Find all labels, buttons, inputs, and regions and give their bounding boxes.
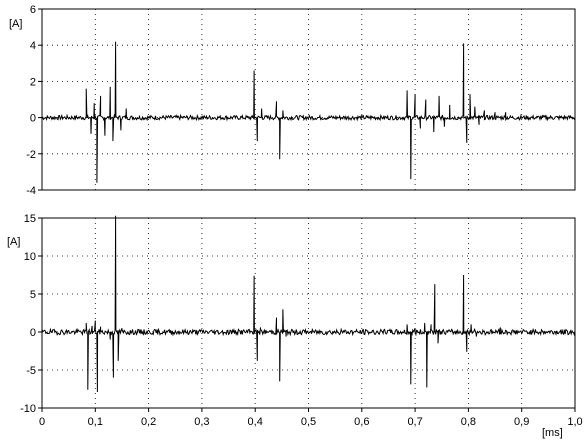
- bottom-x-tick-label: 1,0: [567, 416, 582, 428]
- x-axis-unit: [ms]: [542, 427, 563, 439]
- top-y-ticks: -4 -2 0 2 4 6: [26, 4, 42, 197]
- bottom-x-tick-label: 0,7: [407, 416, 422, 428]
- bottom-x-tick-label: 0,3: [194, 416, 209, 428]
- bottom-x-tick-label: 0,1: [88, 416, 103, 428]
- top-current-trace: [41, 41, 576, 183]
- top-y-tick-label: 6: [30, 4, 36, 16]
- top-y-tick-label: 0: [30, 113, 36, 125]
- bottom-x-tick-label: 0,4: [248, 416, 263, 428]
- bottom-grid: [42, 218, 575, 408]
- top-y-tick-label: 4: [30, 40, 36, 52]
- bottom-x-tick-label: 0: [39, 416, 45, 428]
- bottom-y-tick-label: 15: [24, 213, 36, 225]
- bottom-y-ticks: -10 -5 0 5 10 15: [20, 213, 42, 415]
- bottom-y-tick-label: 0: [30, 327, 36, 339]
- bottom-x-tick-label: 0,8: [461, 416, 476, 428]
- bottom-y-tick-label: 10: [24, 251, 36, 263]
- bottom-y-tick-label: 5: [30, 289, 36, 301]
- top-grid: [42, 9, 575, 190]
- top-panel: -4 -2 0 2 4 6 [A]: [9, 4, 576, 197]
- bottom-y-axis-unit: [A]: [7, 236, 20, 248]
- bottom-y-tick-label: -10: [20, 403, 36, 415]
- bottom-current-trace: [41, 215, 576, 393]
- bottom-panel: -10 -5 0 5 10 15 0 0,1 0,2 0,3 0,4 0,5 0,6 0,7 0,8 0,9…: [7, 213, 583, 439]
- bottom-x-tick-label: 0,6: [354, 416, 369, 428]
- bottom-y-tick-label: -5: [26, 365, 36, 377]
- top-y-tick-label: 2: [30, 76, 36, 88]
- bottom-x-tick-label: 0,5: [301, 416, 316, 428]
- bottom-x-ticks: 0 0,1 0,2 0,3 0,4 0,5 0,6 0,7 0,8 0,9 1,0: [39, 408, 583, 428]
- top-y-tick-label: -2: [26, 149, 36, 161]
- top-y-tick-label: -4: [26, 185, 36, 197]
- bottom-x-tick-label: 0,9: [514, 416, 529, 428]
- bottom-x-tick-label: 0,2: [141, 416, 156, 428]
- top-y-axis-unit: [A]: [9, 18, 22, 30]
